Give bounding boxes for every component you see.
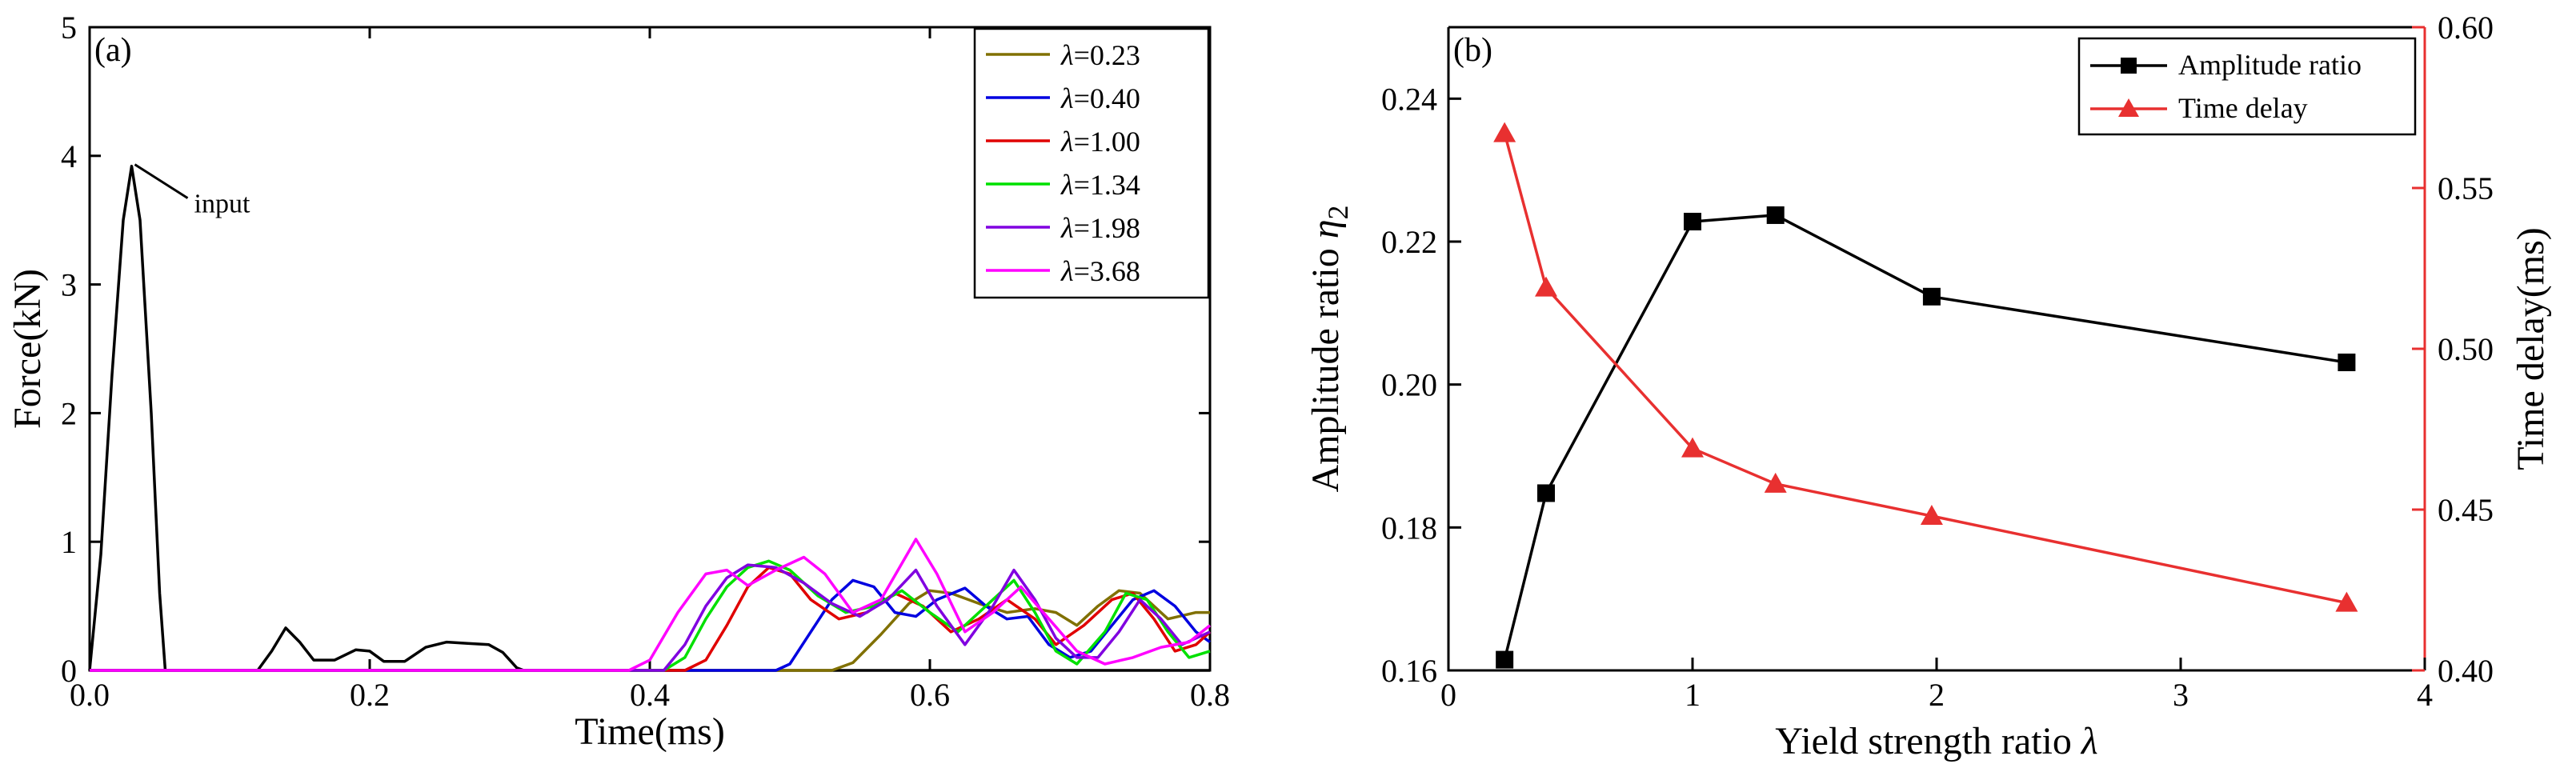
data-point-triangle: [1535, 276, 1557, 297]
y-left-tick-label: 0.24: [1381, 81, 1437, 117]
legend-value: =0.23: [1074, 39, 1140, 71]
legend-label: Time delay: [2178, 92, 2308, 124]
y-right-tick-label: 0.50: [2438, 331, 2494, 367]
panel-label: (b): [1453, 32, 1492, 69]
y-right-axis-title: Time delay(ms): [2510, 227, 2552, 470]
panel-label: (a): [94, 32, 132, 69]
x-tick-label: 0: [1440, 677, 1456, 713]
y-axis-title: Force(kN): [6, 269, 49, 429]
x-axis-title: Time(ms): [575, 710, 725, 753]
data-point-square: [1684, 212, 1701, 230]
y-tick-label: 4: [61, 138, 77, 174]
series-line-5: [90, 563, 1211, 672]
data-point-square: [2338, 353, 2356, 371]
data-point-triangle: [1493, 122, 1516, 142]
input-annotation: input: [194, 190, 250, 219]
data-point-triangle: [2335, 591, 2358, 612]
x-tick-label: 0.0: [70, 677, 110, 713]
y-left-axis-title: Amplitude ratio η2: [1304, 205, 1354, 492]
data-point-triangle: [1764, 472, 1787, 493]
y-left-tick-label: 0.18: [1381, 510, 1437, 546]
data-point-square: [1537, 484, 1555, 502]
legend-value: =0.40: [1074, 82, 1140, 114]
x-axis-title-symbol: λ: [2080, 720, 2098, 762]
series-line-1: [1503, 133, 2347, 605]
legend-value: =1.98: [1074, 212, 1140, 244]
legend-lambda: λ: [1060, 169, 1074, 201]
legend-marker-square: [2121, 58, 2137, 74]
series-line-6: [90, 538, 1212, 672]
y-left-title-symbol: η: [1304, 219, 1347, 238]
y-right-tick-label: 0.60: [2438, 10, 2494, 46]
x-axis-title-text: Yield strength ratio: [1775, 720, 2081, 762]
legend-label: λ=3.68: [1060, 255, 1140, 287]
data-point-square: [1496, 650, 1514, 669]
x-tick-label: 0.8: [1190, 677, 1230, 713]
legend-value: =1.34: [1074, 169, 1140, 201]
y-right-tick-label: 0.40: [2438, 653, 2494, 689]
y-tick-label: 2: [61, 395, 77, 431]
x-tick-label: 0.6: [910, 677, 950, 713]
y-left-tick-label: 0.16: [1381, 653, 1437, 689]
x-axis-title: Yield strength ratio λ: [1775, 720, 2097, 762]
data-point-square: [1922, 287, 1941, 306]
x-tick-label: 4: [2417, 677, 2433, 713]
legend-lambda: λ: [1060, 212, 1074, 244]
data-point-triangle: [1920, 505, 1943, 526]
legend-label: λ=0.40: [1060, 82, 1140, 114]
series-line-3: [90, 566, 1212, 672]
y-tick-label: 0: [61, 653, 77, 689]
legend-value: =1.00: [1074, 126, 1140, 158]
data-point-square: [1766, 206, 1785, 224]
x-tick-label: 0.4: [630, 677, 670, 713]
series-line-4: [90, 559, 1211, 672]
legend-label: λ=1.34: [1060, 169, 1140, 201]
legend-label: λ=1.00: [1060, 126, 1140, 158]
legend-box: [2077, 37, 2417, 136]
y-left-tick-label: 0.22: [1381, 224, 1437, 260]
y-left-title-subscript: 2: [1322, 205, 1354, 219]
legend: λ=0.23λ=0.40λ=1.00λ=1.34λ=1.98λ=3.68: [973, 27, 1210, 299]
input-leader-line: [134, 163, 189, 199]
legend-lambda: λ: [1060, 255, 1074, 287]
y-right-tick-label: 0.55: [2438, 170, 2494, 206]
legend-label: λ=1.98: [1060, 212, 1140, 244]
y-left-tick-label: 0.20: [1381, 367, 1437, 403]
legend-lambda: λ: [1060, 39, 1074, 71]
legend-lambda: λ: [1060, 126, 1074, 158]
y-left-title-text: Amplitude ratio: [1304, 238, 1347, 492]
panel-b-ratio-chart: 0 1 2 3 4 0.16 0.18 0.20 0.22 0.24 0.40 0.45 0.50 0.5…: [1304, 10, 2552, 762]
legend-label: Amplitude ratio: [2178, 49, 2362, 81]
series-line-0: [1503, 214, 2347, 661]
legend-marker-triangle: [2118, 98, 2139, 117]
legend-label: λ=0.23: [1060, 39, 1140, 71]
legend-value: =3.68: [1074, 255, 1140, 287]
x-tick-label: 3: [2173, 677, 2189, 713]
y-tick-label: 1: [61, 524, 77, 560]
y-right-tick-label: 0.45: [2438, 492, 2494, 528]
y-tick-label: 5: [61, 10, 77, 46]
legend-box: [973, 27, 1210, 299]
x-tick-label: 1: [1685, 677, 1701, 713]
x-tick-label: 2: [1929, 677, 1945, 713]
legend: Amplitude ratio Time delay: [2077, 37, 2417, 136]
legend-lambda: λ: [1060, 82, 1074, 114]
x-tick-label: 0.2: [350, 677, 390, 713]
data-point-triangle: [1681, 437, 1704, 458]
y-tick-label: 3: [61, 267, 77, 303]
series-line-0: [88, 164, 1210, 672]
panel-a-force-time-chart: 0.0 0.2 0.4 0.6 0.8 0 1 2 3 4 5 Time(ms) Force(kN) (a…: [6, 10, 1230, 753]
